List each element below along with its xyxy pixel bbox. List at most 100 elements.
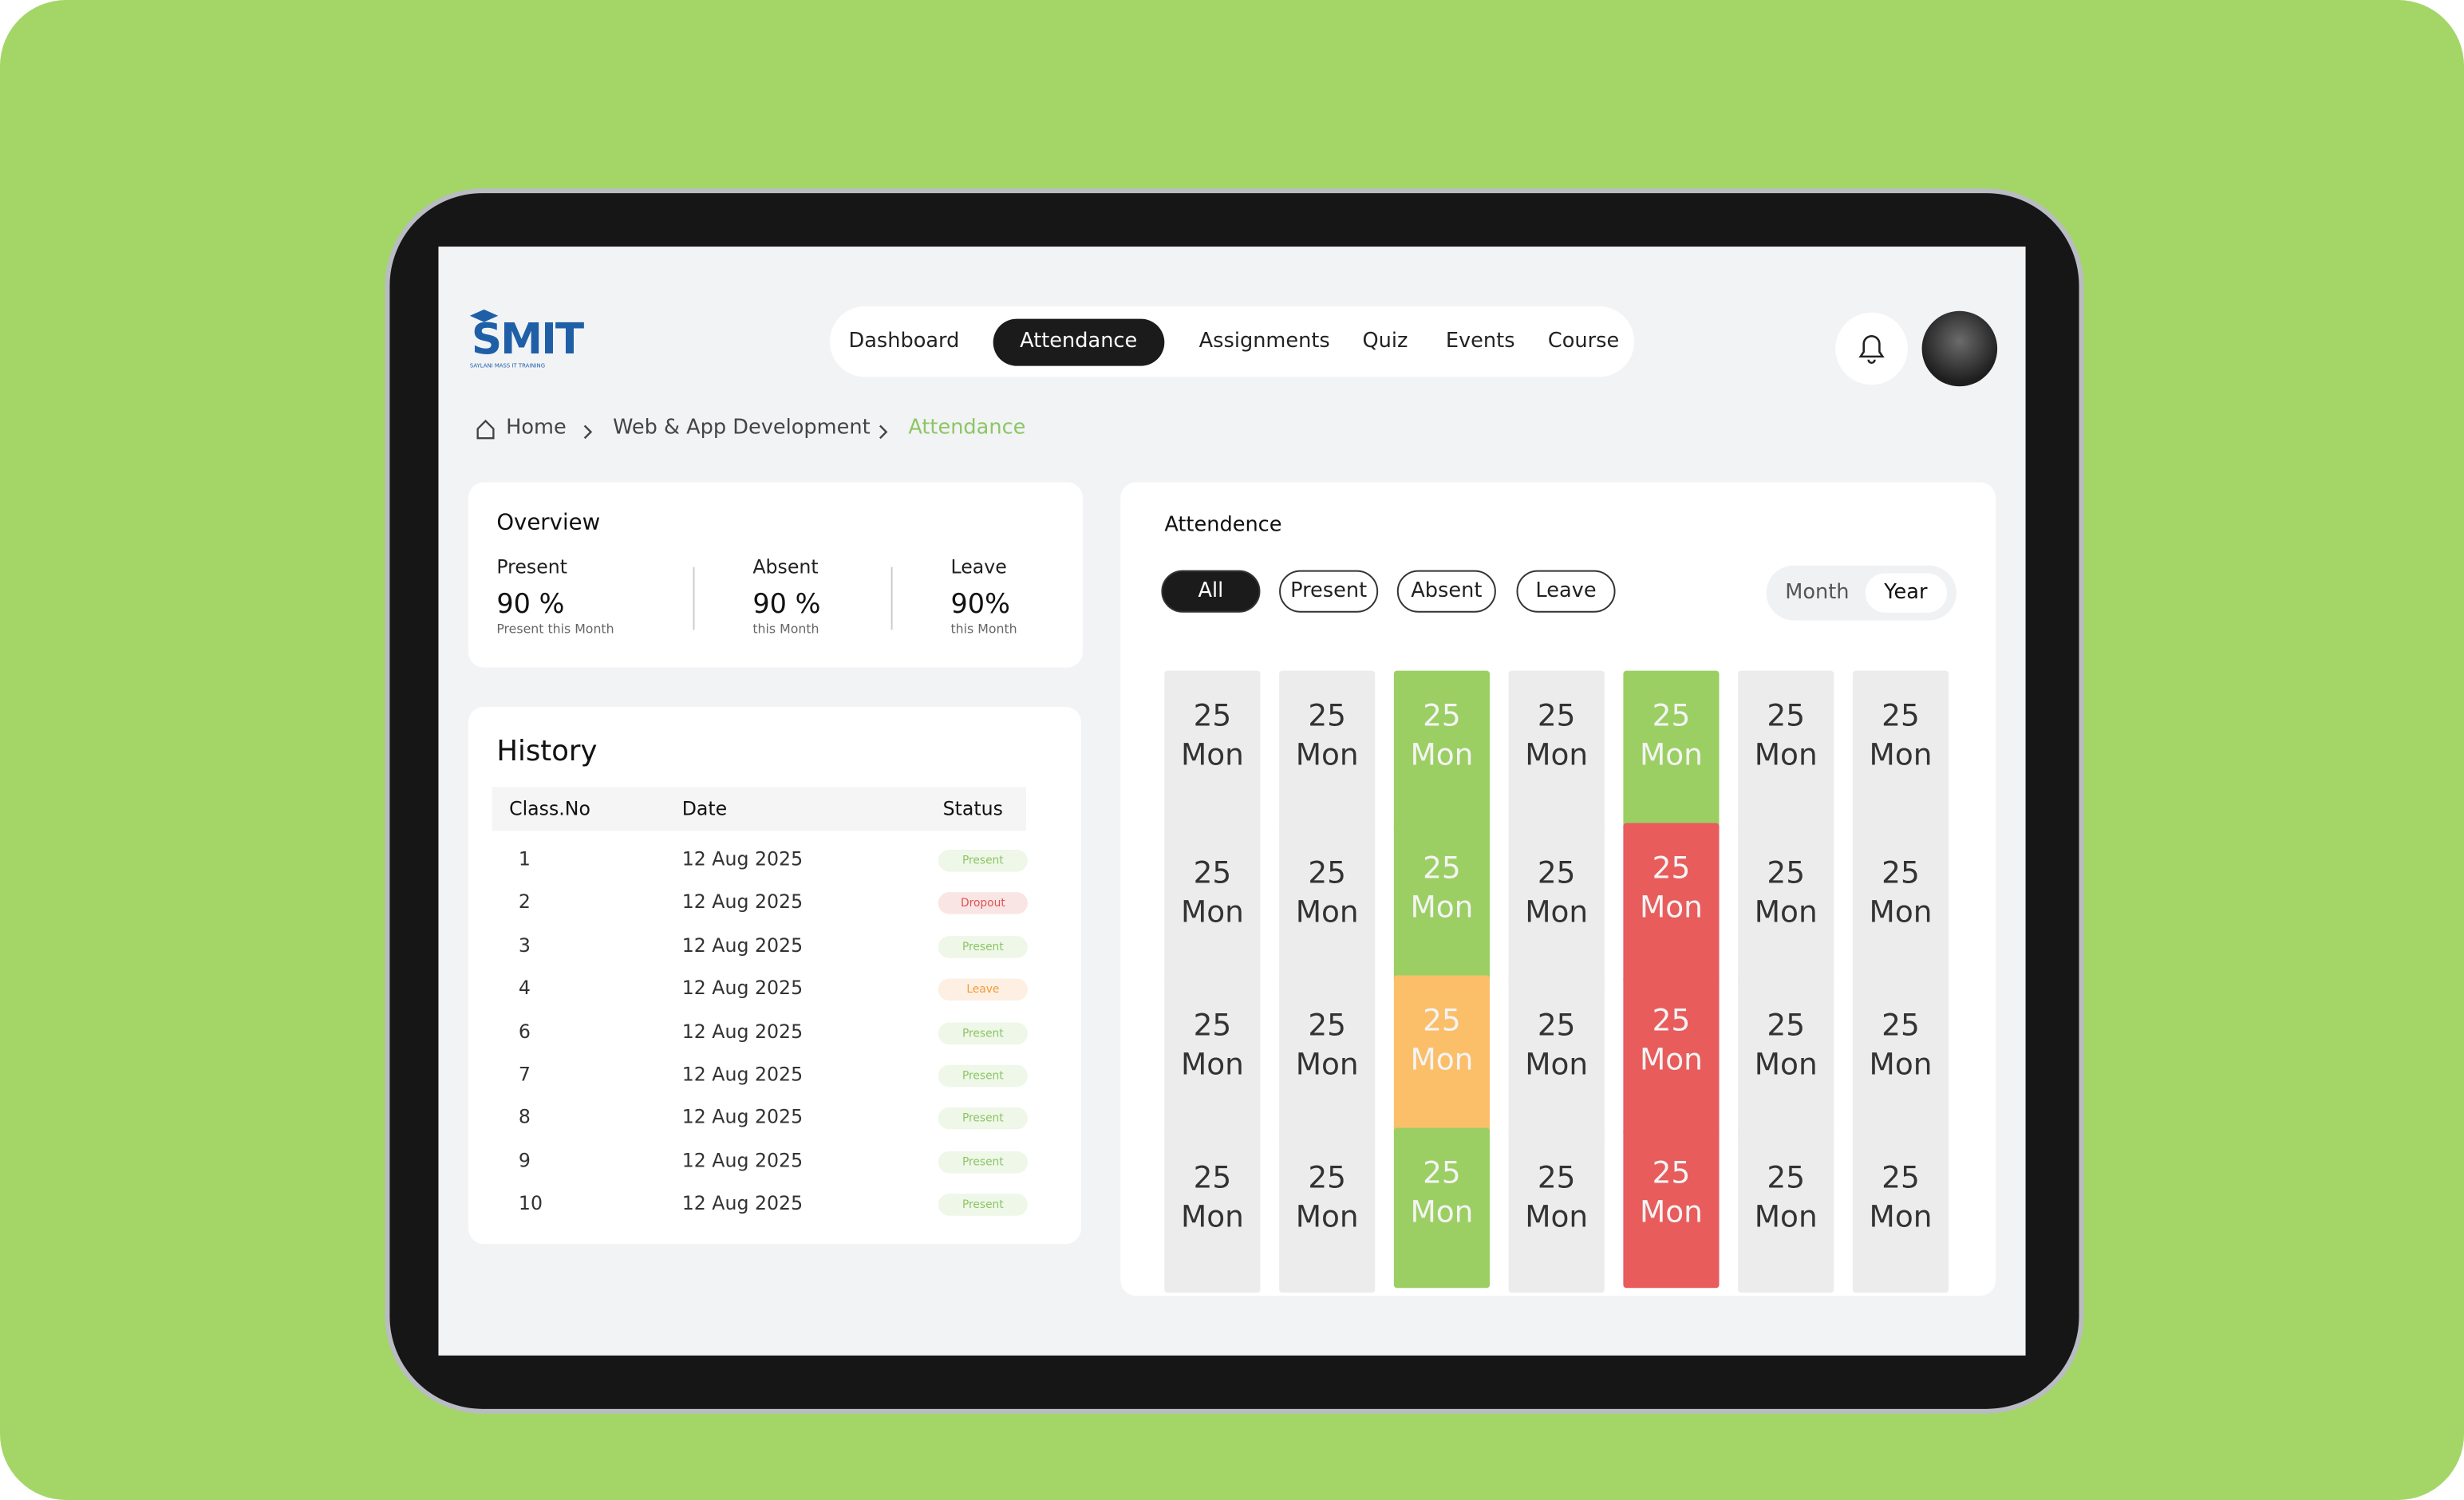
day-number: 25	[1308, 1160, 1346, 1196]
breadcrumb-separator	[582, 418, 594, 440]
day-cell[interactable]: 25 Mon	[1508, 1127, 1605, 1293]
weekday: Mon	[1754, 1200, 1818, 1235]
class-no: 8	[518, 1106, 531, 1129]
status-pill: Present	[938, 850, 1028, 872]
weekday: Mon	[1180, 1200, 1244, 1235]
day-cell[interactable]: 25 Mon	[1279, 823, 1376, 989]
day-cell[interactable]: 25 Mon	[1164, 975, 1261, 1141]
attendance-card: Attendence All Present Absent Leave Month Ye…	[1120, 482, 1996, 1297]
stat-note: Present this Month	[496, 622, 614, 637]
date: 12 Aug 2025	[681, 977, 804, 1000]
weekday: Mon	[1410, 1195, 1474, 1230]
day-number: 25	[1537, 1008, 1576, 1044]
day-cell[interactable]: 25 Mon	[1279, 670, 1376, 831]
weekday: Mon	[1640, 1043, 1703, 1078]
day-cell[interactable]: 25 Mon	[1393, 975, 1490, 1136]
day-cell[interactable]: 25 Mon	[1623, 670, 1720, 831]
filter-chip[interactable]: Absent	[1396, 570, 1496, 613]
day-number: 25	[1652, 851, 1691, 886]
status-pill: Present	[938, 1151, 1028, 1174]
day-cell[interactable]: 25 Mon	[1508, 823, 1605, 989]
status-pill: Present	[938, 935, 1028, 958]
nav-item[interactable]: Course	[1547, 330, 1620, 353]
avatar[interactable]	[1921, 310, 1998, 387]
date: 12 Aug 2025	[681, 890, 804, 914]
day-cell[interactable]: 25 Mon	[1164, 823, 1261, 989]
weekday: Mon	[1410, 1043, 1474, 1078]
day-cell[interactable]: 25 Mon	[1738, 670, 1834, 831]
day-cell[interactable]: 25 Mon	[1164, 670, 1261, 831]
column-header: Class.No	[509, 798, 590, 820]
day-number: 25	[1767, 855, 1806, 891]
toggle-option[interactable]: Year	[1865, 573, 1947, 613]
day-cell[interactable]: 25 Mon	[1738, 1127, 1834, 1293]
overview-title: Overview	[496, 510, 601, 536]
day-cell[interactable]: 25 Mon	[1852, 975, 1949, 1141]
weekday: Mon	[1754, 738, 1818, 773]
overview-card: Overview Present 90 % Present this Month Ab…	[468, 482, 1083, 668]
stat-label: Present	[496, 555, 568, 578]
filter-chip[interactable]: Present	[1279, 570, 1379, 613]
period-toggle: Month Year	[1766, 565, 1957, 621]
status-pill: Present	[938, 1194, 1028, 1217]
history-title: History	[496, 735, 598, 768]
weekday: Mon	[1754, 895, 1818, 930]
stat-value: 90 %	[752, 589, 821, 621]
day-cell[interactable]: 25 Mon	[1164, 1127, 1261, 1293]
nav-item[interactable]: Events	[1445, 330, 1515, 353]
weekday: Mon	[1180, 1048, 1244, 1083]
breadcrumb-separator	[877, 418, 890, 440]
nav-item[interactable]: Quiz	[1362, 330, 1408, 353]
day-number: 25	[1767, 699, 1806, 734]
day-cell[interactable]: 25 Mon	[1393, 1127, 1490, 1289]
day-number: 25	[1308, 1008, 1346, 1044]
day-cell[interactable]: 25 Mon	[1852, 1127, 1949, 1293]
nav-item[interactable]: Dashboard	[848, 330, 960, 353]
nav-bar: Dashboard Attendance Assignments Quiz Events…	[829, 306, 1635, 377]
logo-cap	[469, 309, 499, 322]
day-number: 25	[1882, 1008, 1920, 1044]
day-cell[interactable]: 25 Mon	[1623, 975, 1720, 1136]
home-icon	[476, 419, 495, 440]
filter-chip[interactable]: All	[1161, 570, 1261, 613]
nav-item[interactable]: Assignments	[1198, 330, 1330, 353]
breadcrumb-item[interactable]: Web & App Development	[613, 416, 871, 440]
status-pill: Present	[938, 1064, 1028, 1088]
nav-item[interactable]: Attendance	[993, 318, 1164, 366]
stat-note: this Month	[752, 622, 819, 637]
day-cell[interactable]: 25 Mon	[1279, 1127, 1376, 1293]
class-no: 3	[518, 934, 531, 957]
day-cell[interactable]: 25 Mon	[1738, 975, 1834, 1141]
day-cell[interactable]: 25 Mon	[1393, 670, 1490, 831]
class-no: 1	[518, 848, 531, 870]
weekday: Mon	[1869, 1200, 1933, 1235]
day-cell[interactable]: 25 Mon	[1508, 670, 1605, 831]
day-number: 25	[1882, 855, 1920, 891]
day-cell[interactable]: 25 Mon	[1393, 823, 1490, 984]
bell-button[interactable]	[1835, 312, 1908, 385]
day-cell[interactable]: 25 Mon	[1508, 975, 1605, 1141]
breadcrumb-item[interactable]: Home	[506, 416, 567, 440]
divider	[693, 566, 695, 630]
class-no: 2	[518, 890, 531, 914]
day-cell[interactable]: 25 Mon	[1623, 823, 1720, 984]
day-cell[interactable]: 25 Mon	[1279, 975, 1376, 1141]
weekday: Mon	[1295, 1200, 1359, 1235]
class-no: 6	[518, 1020, 531, 1043]
day-cell[interactable]: 25 Mon	[1738, 823, 1834, 989]
stat-label: Leave	[950, 555, 1007, 578]
breadcrumb: Home Web & App Development Attendance	[506, 416, 1292, 441]
day-cell[interactable]: 25 Mon	[1852, 823, 1949, 989]
filter-chip[interactable]: Leave	[1516, 570, 1616, 613]
weekday: Mon	[1525, 1200, 1589, 1235]
breadcrumb-item[interactable]: Attendance	[908, 416, 1026, 440]
toggle-option[interactable]: Month	[1785, 581, 1850, 605]
day-cell[interactable]: 25 Mon	[1852, 670, 1949, 831]
weekday: Mon	[1180, 895, 1244, 930]
day-cell[interactable]: 25 Mon	[1623, 1127, 1720, 1289]
day-number: 25	[1537, 1160, 1576, 1196]
weekday: Mon	[1869, 738, 1933, 773]
weekday: Mon	[1180, 738, 1244, 773]
